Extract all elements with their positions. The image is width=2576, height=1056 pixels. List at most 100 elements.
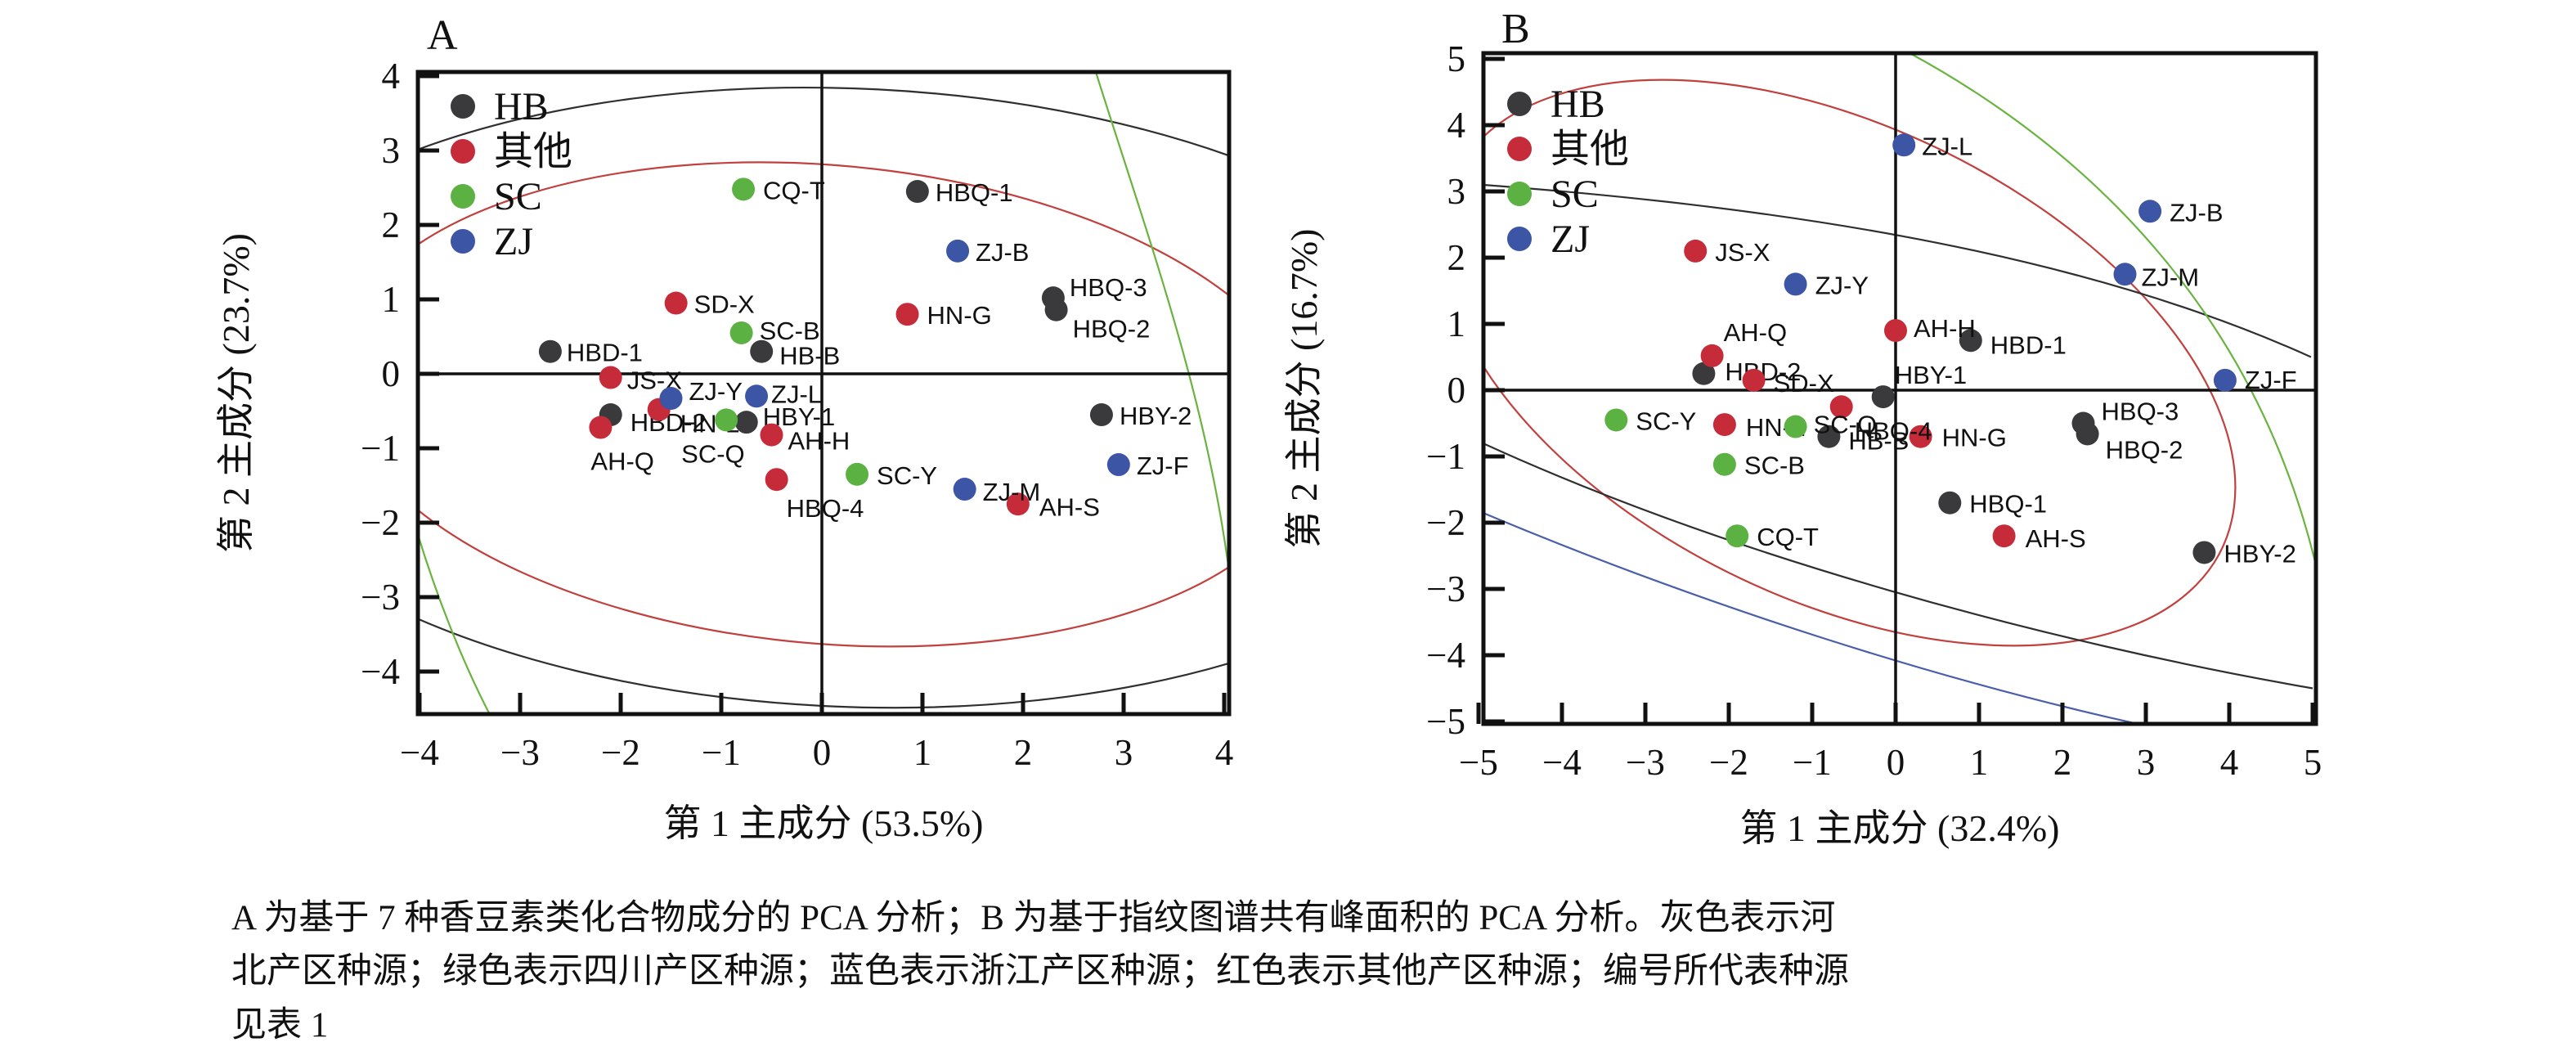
point-AH-H (760, 423, 783, 447)
point-label-ZJ-F: ZJ-F (1137, 452, 1189, 480)
point-label-HBQ-4: HBQ-4 (1855, 416, 1932, 445)
legend-label-SC: SC (494, 175, 542, 218)
figure-caption: A 为基于 7 种香豆素类化合物成分的 PCA 分析；B 为基于指纹图谱共有峰面… (231, 892, 2358, 1052)
panel-b-scatter-plot: −5 −4 −3 −2 −1 0 1 2 3 4 5−5−4−3−2−1012345HBD-1HBD… (1283, 6, 2322, 849)
point-label-AH-Q: AH-Q (590, 447, 654, 476)
y-tick-label: 5 (1447, 38, 1466, 79)
point-label-ZJ-B: ZJ-B (976, 238, 1029, 267)
y-tick-label: 2 (382, 204, 401, 245)
confidence-curves (1483, 53, 2316, 724)
y-tick-label: 1 (1447, 303, 1466, 344)
confidence-arc (1908, 53, 2316, 569)
caption-line-2: 北产区种源；绿色表示四川产区种源；蓝色表示浙江产区种源；红色表示其他产区种源；编… (231, 952, 1849, 991)
series-SC: CQ-T SC-B SC-Q SC-Y (681, 176, 937, 490)
point-AH-S (1992, 524, 2016, 548)
point-label-HBY-2: HBY-2 (2224, 539, 2296, 568)
x-tick-label: 4 (1215, 732, 1234, 773)
legend-label-ZJ: ZJ (1551, 218, 1590, 261)
x-tick-label: −1 (1793, 742, 1832, 783)
point-HBD-1 (538, 339, 562, 363)
point-HBY-1 (734, 411, 758, 434)
point-ZJ-B (946, 239, 970, 263)
y-tick-label: −4 (1426, 635, 1465, 676)
point-HBQ-2 (1044, 298, 1068, 321)
legend-label-HB: HB (1551, 83, 1605, 126)
x-tick-label: 3 (2137, 742, 2156, 783)
point-ZJ-M (953, 478, 976, 501)
point-label-AH-Q: AH-Q (1724, 318, 1788, 347)
x-tick-label: 2 (2053, 742, 2072, 783)
x-tick-label: −5 (1459, 742, 1498, 783)
point-SC-Y (846, 462, 869, 486)
y-tick-label: −4 (361, 651, 400, 692)
y-tick-label: 2 (1447, 237, 1466, 278)
point-label-CQ-T: CQ-T (1757, 523, 1819, 551)
point-label-HB-B: HB-B (779, 342, 840, 371)
y-tick-label: −3 (1426, 568, 1465, 609)
confidence-ellipse (289, 112, 1284, 697)
point-SC-B (729, 321, 753, 344)
legend-swatch-其他 (1507, 137, 1532, 161)
x-tick-label: −2 (601, 732, 640, 773)
x-tick-label: −4 (1542, 742, 1582, 783)
point-AH-H (1884, 319, 1907, 343)
y-tick-label: 1 (382, 279, 401, 320)
x-tick-label: 0 (1887, 742, 1905, 783)
x-tick-label: 1 (913, 732, 932, 773)
point-label-HBD-1: HBD-1 (567, 339, 643, 367)
point-ZJ-F (1106, 453, 1130, 477)
caption-line-1: A 为基于 7 种香豆素类化合物成分的 PCA 分析；B 为基于指纹图谱共有峰面… (231, 899, 1836, 937)
x-tick-label: −1 (702, 732, 741, 773)
legend-swatch-其他 (451, 139, 475, 164)
y-tick-label: 0 (382, 353, 401, 394)
point-SD-X (1742, 368, 1766, 392)
legend-label-ZJ: ZJ (494, 220, 533, 263)
point-label-SC-Q: SC-Q (681, 439, 745, 468)
point-HBQ-4 (765, 468, 788, 492)
y-tick-label: 4 (1447, 105, 1466, 146)
point-label-SC-B: SC-B (1744, 452, 1805, 480)
point-label-ZJ-Y: ZJ-Y (1815, 271, 1869, 299)
point-SC-B (1712, 452, 1736, 476)
point-HBD-2 (1692, 362, 1716, 385)
panel-letter: B (1501, 6, 1530, 52)
point-label-HBY-1: HBY-1 (1895, 361, 1967, 389)
point-HB-B (1817, 425, 1841, 448)
point-label-JS-X: JS-X (1715, 238, 1770, 267)
caption-line-3: 见表 1 (231, 1005, 329, 1045)
point-JS-X (1684, 239, 1708, 263)
point-label-SC-Y: SC-Y (877, 461, 937, 490)
y-tick-label: 3 (382, 130, 401, 171)
point-label-HN-G: HN-G (927, 301, 992, 330)
confidence-arc (1483, 443, 2313, 690)
y-tick-label: 0 (1447, 370, 1466, 411)
x-tick-label: 4 (2220, 742, 2239, 783)
point-label-AH-S: AH-S (1039, 492, 1100, 521)
point-ZJ-L (1892, 133, 1916, 157)
point-label-HBQ-2: HBQ-2 (2106, 435, 2183, 464)
series-ZJ: ZJ-Y ZJ-L ZJ-B ZJ-M ZJ-F (659, 238, 1189, 506)
legend-swatch-HB (451, 94, 475, 119)
point-label-SC-Y: SC-Y (1636, 407, 1696, 435)
legend-label-HB: HB (494, 85, 549, 128)
panel-letter: A (427, 12, 458, 59)
point-HB-B (750, 339, 774, 363)
point-ZJ-M (2113, 263, 2137, 286)
x-tick-label: 0 (813, 732, 832, 773)
point-AH-Q (1700, 344, 1724, 367)
point-SC-Q (1784, 415, 1807, 438)
confidence-arc (1483, 183, 2312, 358)
panel-a-scatter-plot: −4 −3 −2 −1 0 1 2 3 4−4−3−2−101234HBD-1HBD-2HB-B… (215, 12, 1284, 844)
y-tick-label: −2 (361, 502, 400, 543)
legend-label-SC: SC (1551, 173, 1599, 216)
point-label-HBQ-1: HBQ-1 (1969, 490, 2047, 519)
point-HN-G (1909, 425, 1932, 448)
y-tick-label: −3 (361, 577, 400, 618)
y-tick-label: −1 (361, 428, 400, 469)
point-AH-Q (589, 416, 613, 439)
point-HBQ-1 (905, 180, 929, 204)
